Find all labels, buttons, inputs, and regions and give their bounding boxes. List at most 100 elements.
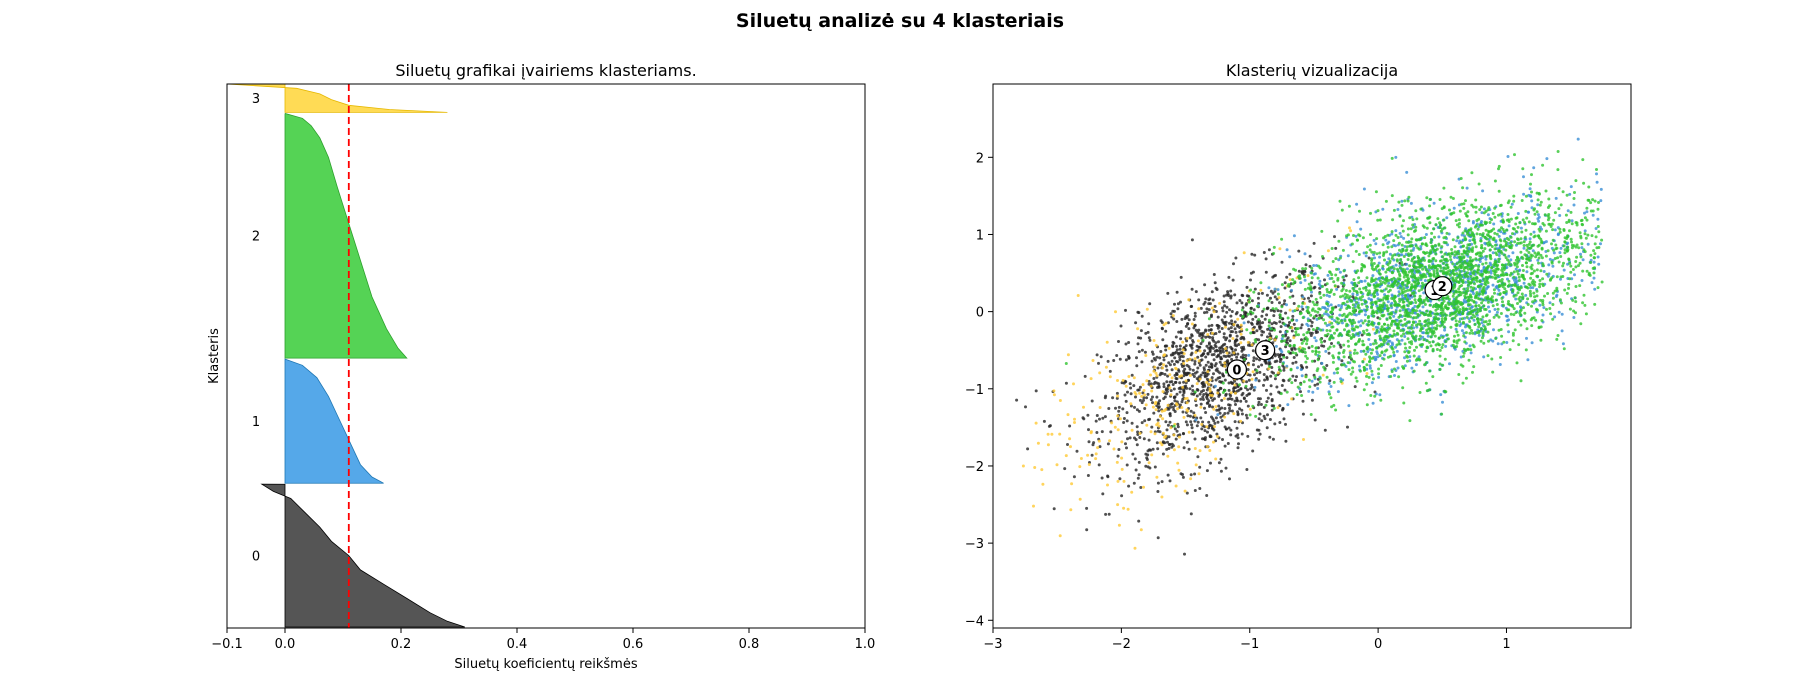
scatter-point-cluster-0 [1334, 246, 1338, 250]
scatter-point-cluster-2 [1593, 302, 1597, 306]
scatter-point-cluster-2 [1403, 270, 1407, 274]
scatter-point-cluster-2 [1503, 253, 1507, 257]
scatter-point-cluster-2 [1328, 345, 1332, 349]
scatter-point-cluster-1 [1374, 392, 1378, 396]
scatter-point-cluster-0 [1258, 432, 1262, 436]
scatter-point-cluster-2 [1529, 232, 1533, 236]
scatter-point-cluster-2 [1592, 249, 1596, 253]
scatter-point-cluster-2 [1406, 337, 1410, 341]
scatter-point-cluster-0 [1308, 299, 1312, 303]
scatter-point-cluster-1 [1327, 382, 1331, 385]
scatter-point-cluster-2 [1416, 282, 1420, 286]
scatter-point-cluster-2 [1474, 312, 1478, 316]
scatter-point-cluster-0 [1249, 271, 1253, 275]
scatter-point-cluster-2 [1525, 265, 1529, 269]
scatter-point-cluster-0 [1316, 330, 1319, 334]
scatter-point-cluster-0 [1140, 421, 1144, 425]
scatter-point-cluster-0 [1206, 360, 1210, 364]
scatter-point-cluster-1 [1483, 241, 1487, 245]
scatter-point-cluster-3 [1169, 426, 1173, 430]
scatter-point-cluster-3 [1205, 425, 1209, 429]
scatter-point-cluster-1 [1566, 209, 1570, 213]
scatter-point-cluster-2 [1530, 190, 1533, 194]
scatter-point-cluster-3 [1105, 340, 1109, 344]
scatter-point-cluster-0 [1118, 477, 1122, 481]
scatter-point-cluster-2 [1397, 241, 1401, 245]
scatter-point-cluster-2 [1487, 229, 1491, 233]
scatter-point-cluster-2 [1436, 217, 1440, 221]
scatter-point-cluster-2 [1557, 207, 1561, 211]
scatter-point-cluster-0 [1216, 420, 1220, 424]
scatter-point-cluster-0 [1188, 343, 1192, 347]
scatter-point-cluster-2 [1557, 186, 1561, 190]
scatter-point-cluster-0 [1207, 298, 1211, 302]
scatter-point-cluster-1 [1372, 238, 1376, 242]
scatter-point-cluster-0 [1249, 387, 1253, 391]
scatter-point-cluster-2 [1405, 330, 1409, 334]
scatter-point-cluster-0 [1262, 383, 1265, 387]
scatter-point-cluster-0 [1015, 398, 1019, 402]
scatter-point-cluster-2 [1504, 248, 1508, 252]
scatter-point-cluster-2 [1345, 307, 1349, 310]
scatter-point-cluster-2 [1469, 285, 1473, 289]
scatter-point-cluster-2 [1505, 228, 1509, 232]
scatter-point-cluster-3 [1164, 434, 1168, 438]
scatter-point-cluster-1 [1507, 254, 1511, 258]
scatter-point-cluster-1 [1368, 366, 1372, 370]
scatter-point-cluster-0 [1185, 440, 1189, 444]
scatter-point-cluster-1 [1300, 305, 1304, 309]
scatter-point-cluster-0 [1085, 528, 1089, 532]
scatter-point-cluster-0 [1180, 400, 1184, 404]
scatter-point-cluster-2 [1443, 252, 1447, 256]
scatter-point-cluster-2 [1342, 312, 1346, 316]
scatter-point-cluster-2 [1574, 260, 1578, 263]
scatter-point-cluster-0 [1263, 378, 1267, 382]
scatter-point-cluster-2 [1376, 264, 1380, 268]
scatter-point-cluster-2 [1426, 324, 1430, 328]
scatter-point-cluster-2 [1294, 333, 1298, 337]
scatter-point-cluster-2 [1460, 252, 1464, 256]
scatter-point-cluster-2 [1539, 325, 1543, 329]
scatter-point-cluster-2 [1509, 205, 1513, 209]
scatter-point-cluster-2 [1434, 259, 1438, 263]
scatter-point-cluster-1 [1335, 287, 1339, 291]
scatter-point-cluster-2 [1503, 263, 1507, 267]
scatter-point-cluster-2 [1429, 344, 1433, 348]
scatter-point-cluster-0 [1187, 447, 1191, 451]
scatter-point-cluster-3 [1161, 390, 1165, 394]
scatter-point-cluster-2 [1395, 331, 1399, 335]
scatter-point-cluster-2 [1587, 198, 1591, 202]
scatter-point-cluster-2 [1370, 306, 1374, 310]
scatter-point-cluster-3 [1193, 357, 1197, 361]
scatter-point-cluster-2 [1479, 246, 1483, 250]
scatter-point-cluster-0 [1229, 289, 1233, 293]
scatter-point-cluster-2 [1273, 328, 1276, 332]
scatter-point-cluster-2 [1334, 273, 1338, 277]
scatter-point-cluster-0 [1143, 419, 1147, 423]
scatter-point-cluster-0 [1315, 301, 1319, 304]
scatter-point-cluster-1 [1514, 297, 1518, 301]
scatter-point-cluster-1 [1507, 318, 1511, 322]
scatter-point-cluster-2 [1541, 277, 1545, 281]
scatter-point-cluster-3 [1239, 419, 1243, 423]
scatter-point-cluster-0 [1227, 327, 1231, 331]
scatter-point-cluster-0 [1233, 327, 1237, 331]
scatter-point-cluster-2 [1329, 335, 1333, 339]
scatter-point-cluster-2 [1511, 339, 1515, 343]
scatter-point-cluster-3 [1288, 308, 1292, 312]
scatter-point-cluster-2 [1486, 354, 1490, 358]
scatter-point-cluster-3 [1185, 401, 1189, 405]
scatter-point-cluster-2 [1425, 339, 1429, 343]
scatter-point-cluster-0 [1307, 346, 1311, 350]
scatter-point-cluster-2 [1530, 324, 1534, 328]
scatter-point-cluster-2 [1482, 285, 1486, 289]
scatter-point-cluster-1 [1388, 252, 1392, 256]
scatter-point-cluster-1 [1455, 239, 1459, 243]
scatter-point-cluster-0 [1125, 463, 1129, 467]
scatter-point-cluster-0 [1115, 354, 1119, 357]
scatter-point-cluster-3 [1246, 340, 1250, 344]
scatter-point-cluster-2 [1432, 269, 1436, 273]
scatter-point-cluster-1 [1559, 277, 1562, 281]
scatter-point-cluster-2 [1371, 292, 1375, 296]
scatter-point-cluster-2 [1398, 292, 1402, 296]
